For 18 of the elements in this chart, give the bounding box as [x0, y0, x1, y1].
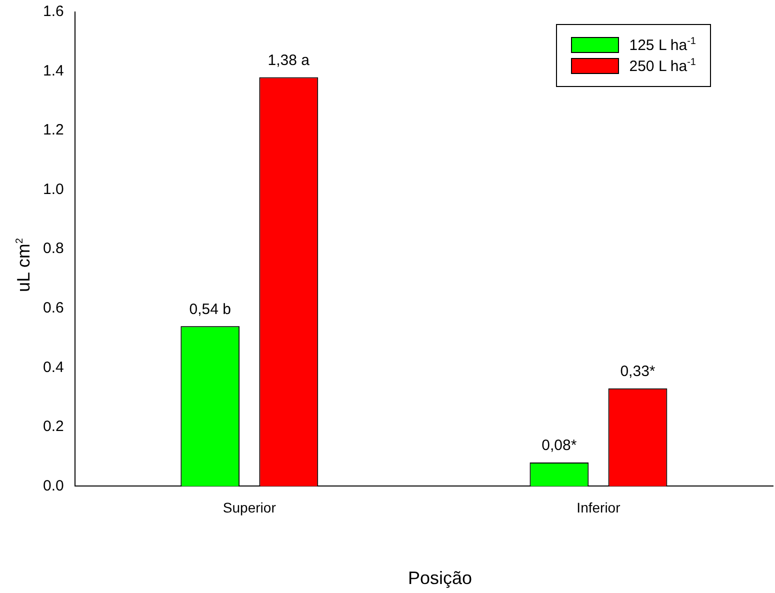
x-axis-title: Posição [408, 568, 472, 589]
y-tick-label: 0.0 [42, 477, 64, 494]
x-tick-label: Inferior [576, 499, 621, 516]
y-tick-label: 1.0 [42, 180, 64, 198]
y-tick-label: 0.4 [42, 358, 64, 376]
y-tick-label: 1.6 [42, 3, 64, 20]
y-tick-label: 0.6 [42, 300, 64, 317]
y-tick-label: 1.2 [42, 122, 64, 139]
data-label: 0,08* [542, 437, 577, 454]
legend-label: 125 L ha$^{-1}$ [629, 36, 696, 54]
data-label: 0,54 b [189, 300, 231, 318]
data-label: 0,33* [620, 363, 656, 380]
legend-label: 250 L ha$^{-1}$ [629, 57, 696, 75]
y-tick-label: 0.2 [42, 418, 64, 436]
x-tick-label: Superior [222, 499, 276, 516]
data-label: 1,38 a [268, 52, 310, 69]
y-tick-label: 1.4 [42, 62, 64, 80]
y-tick-label: 0.8 [42, 240, 64, 258]
